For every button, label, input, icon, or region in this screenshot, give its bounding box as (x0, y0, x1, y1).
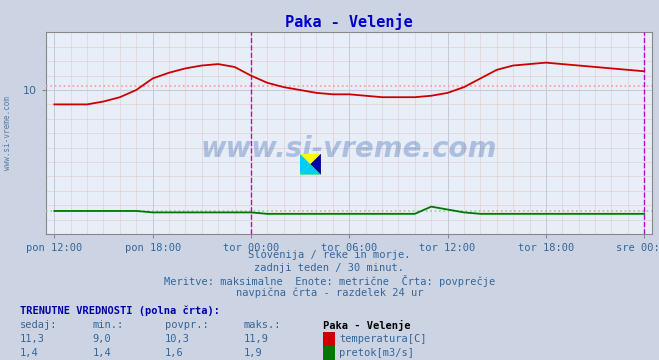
Text: www.si-vreme.com: www.si-vreme.com (201, 135, 498, 163)
Text: navpična črta - razdelek 24 ur: navpična črta - razdelek 24 ur (236, 288, 423, 298)
Polygon shape (310, 154, 321, 175)
Polygon shape (300, 154, 321, 175)
Text: min.:: min.: (92, 320, 123, 330)
Text: 11,3: 11,3 (20, 334, 45, 344)
Text: zadnji teden / 30 minut.: zadnji teden / 30 minut. (254, 263, 405, 273)
Polygon shape (300, 154, 310, 175)
Polygon shape (300, 164, 321, 175)
Text: 1,4: 1,4 (20, 348, 38, 358)
Text: 1,9: 1,9 (244, 348, 262, 358)
Text: 9,0: 9,0 (92, 334, 111, 344)
Text: TRENUTNE VREDNOSTI (polna črta):: TRENUTNE VREDNOSTI (polna črta): (20, 306, 219, 316)
Text: 11,9: 11,9 (244, 334, 269, 344)
Text: 10,3: 10,3 (165, 334, 190, 344)
Text: pretok[m3/s]: pretok[m3/s] (339, 348, 415, 358)
Text: Meritve: maksimalne  Enote: metrične  Črta: povprečje: Meritve: maksimalne Enote: metrične Črta… (164, 275, 495, 287)
Title: Paka - Velenje: Paka - Velenje (285, 13, 413, 30)
Text: 1,6: 1,6 (165, 348, 183, 358)
Text: 1,4: 1,4 (92, 348, 111, 358)
Text: temperatura[C]: temperatura[C] (339, 334, 427, 344)
Text: Paka - Velenje: Paka - Velenje (323, 320, 411, 331)
Text: povpr.:: povpr.: (165, 320, 208, 330)
Text: Slovenija / reke in morje.: Slovenija / reke in morje. (248, 250, 411, 260)
Text: maks.:: maks.: (244, 320, 281, 330)
Text: sedaj:: sedaj: (20, 320, 57, 330)
Text: www.si-vreme.com: www.si-vreme.com (3, 96, 13, 170)
